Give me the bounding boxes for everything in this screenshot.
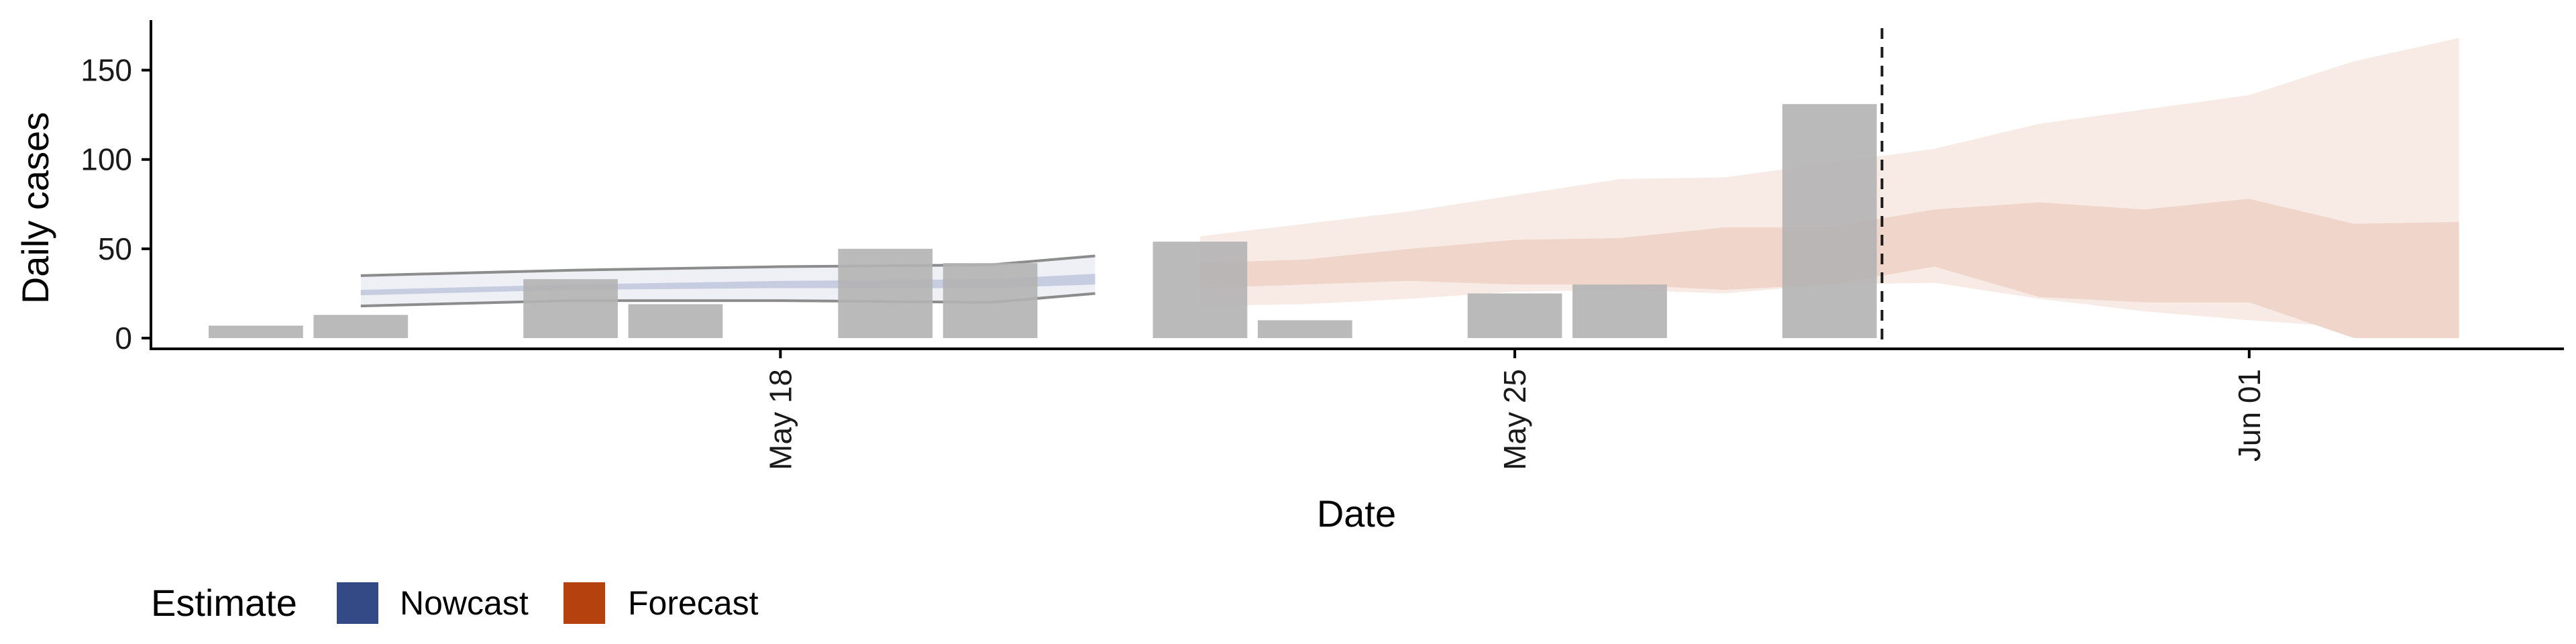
x-tick-label: May 18 [763, 369, 798, 470]
x-tick-label: May 25 [1497, 369, 1532, 470]
bar-reported-cases [943, 263, 1038, 339]
bar-reported-cases [628, 304, 723, 339]
y-axis-title: Daily cases [14, 112, 56, 304]
legend-key-nowcast [337, 582, 378, 624]
axes: 0 50 100 150 May 18 May 25 Jun 01 [80, 20, 2564, 470]
legend-label-forecast: Forecast [628, 584, 759, 622]
legend-title: Estimate [151, 582, 297, 624]
y-tick-label: 0 [115, 321, 132, 356]
x-tick-label: Jun 01 [2232, 369, 2267, 462]
bar-reported-cases [1152, 241, 1248, 339]
bar-reported-cases [209, 325, 303, 339]
nowcast-upper-line [360, 254, 1095, 277]
plot-area [209, 28, 2459, 349]
x-axis-ticks: May 18 May 25 Jun 01 [763, 349, 2267, 470]
y-tick-label: 50 [98, 231, 132, 266]
legend-label-nowcast: Nowcast [400, 584, 529, 622]
legend-key-forecast [564, 582, 605, 624]
y-tick-label: 150 [80, 53, 132, 88]
bar-reported-cases [1257, 320, 1352, 339]
bar-reported-cases [1782, 104, 1877, 339]
x-axis-title: Date [1317, 492, 1396, 535]
bar-reported-cases [1467, 293, 1562, 339]
bar-reported-cases [523, 279, 618, 339]
y-tick-label: 100 [80, 142, 132, 177]
bar-reported-cases [1572, 284, 1667, 339]
y-axis-ticks: 0 50 100 150 [80, 53, 151, 356]
legend: Estimate Nowcast Forecast [151, 582, 759, 624]
bar-reported-cases [313, 315, 409, 339]
bar-reported-cases [838, 248, 933, 339]
